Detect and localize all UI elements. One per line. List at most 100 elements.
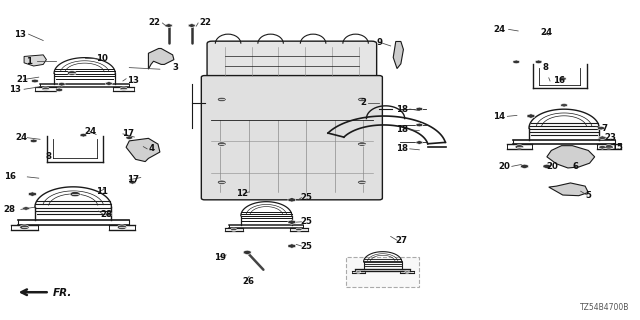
Polygon shape [129,180,136,184]
FancyBboxPatch shape [202,76,382,200]
Text: 15: 15 [611,143,623,152]
Polygon shape [393,42,403,68]
Circle shape [120,87,127,91]
Polygon shape [543,164,551,169]
Text: 9: 9 [377,38,383,47]
Circle shape [70,192,80,197]
Text: 28: 28 [4,205,16,214]
Polygon shape [416,107,422,111]
Polygon shape [599,145,605,149]
Polygon shape [521,164,529,169]
Circle shape [217,142,226,146]
Text: 16: 16 [4,172,17,181]
Text: 22: 22 [148,19,160,28]
Polygon shape [166,24,172,28]
Text: 21: 21 [17,75,29,84]
Text: 6: 6 [572,162,579,171]
Text: 12: 12 [236,189,248,198]
Circle shape [217,180,226,185]
Text: TZ54B4700B: TZ54B4700B [580,303,630,312]
Polygon shape [513,60,520,64]
Polygon shape [106,212,112,216]
Polygon shape [24,55,47,66]
Circle shape [42,87,49,91]
Text: 11: 11 [96,188,108,196]
Text: 19: 19 [214,253,226,262]
Polygon shape [598,126,604,130]
Polygon shape [547,146,595,168]
Polygon shape [80,133,86,137]
Text: 24: 24 [84,127,97,136]
Circle shape [515,145,524,149]
Text: 25: 25 [300,242,312,251]
Text: 20: 20 [499,162,511,171]
Polygon shape [535,60,542,64]
Polygon shape [416,123,422,127]
Text: 26: 26 [243,277,255,286]
Polygon shape [29,192,36,196]
Text: 5: 5 [585,190,591,200]
Polygon shape [58,82,65,86]
Text: 24: 24 [15,133,28,142]
Text: FR.: FR. [52,288,72,298]
Polygon shape [288,244,296,248]
Circle shape [217,97,226,102]
Text: 17: 17 [127,175,139,184]
Text: 17: 17 [122,129,134,138]
Polygon shape [56,88,63,92]
Polygon shape [126,136,132,140]
Circle shape [20,225,29,229]
Polygon shape [561,103,568,107]
Text: 23: 23 [604,133,616,142]
Polygon shape [527,114,535,118]
Circle shape [296,228,302,231]
Text: 8: 8 [45,152,51,161]
Text: 28: 28 [100,210,113,219]
Text: 25: 25 [300,217,312,226]
FancyBboxPatch shape [346,257,419,287]
Circle shape [404,271,410,273]
Polygon shape [243,250,251,255]
Text: 27: 27 [396,236,408,245]
Polygon shape [126,138,160,162]
Polygon shape [31,79,38,83]
Polygon shape [244,251,250,254]
Text: 1: 1 [26,57,33,66]
Text: 14: 14 [493,112,506,121]
Text: 20: 20 [547,162,559,171]
Circle shape [67,71,76,75]
Polygon shape [188,24,195,28]
Circle shape [358,142,367,146]
Circle shape [358,180,367,185]
Text: 2: 2 [360,98,367,107]
Text: 3: 3 [173,63,179,72]
Text: 24: 24 [493,25,506,34]
Text: 16: 16 [552,76,564,85]
Polygon shape [30,139,37,143]
Text: 10: 10 [96,53,108,62]
Polygon shape [22,206,29,210]
Circle shape [117,225,127,229]
Text: 18: 18 [396,144,408,153]
Circle shape [358,97,367,102]
Polygon shape [599,136,605,140]
Circle shape [356,271,361,273]
Text: 25: 25 [300,193,312,202]
Text: 22: 22 [200,19,211,28]
Circle shape [605,145,613,149]
Circle shape [230,228,237,231]
Text: 18: 18 [396,125,408,134]
Polygon shape [416,140,422,144]
Polygon shape [288,197,296,202]
Polygon shape [548,183,588,196]
FancyBboxPatch shape [207,41,377,81]
Text: 4: 4 [148,144,154,153]
Polygon shape [188,24,195,28]
Text: 13: 13 [14,30,26,39]
Polygon shape [106,82,112,85]
Polygon shape [166,24,172,28]
Text: 8: 8 [543,63,548,72]
Text: 13: 13 [9,85,21,94]
Text: 24: 24 [541,28,552,37]
Text: 13: 13 [127,76,140,85]
